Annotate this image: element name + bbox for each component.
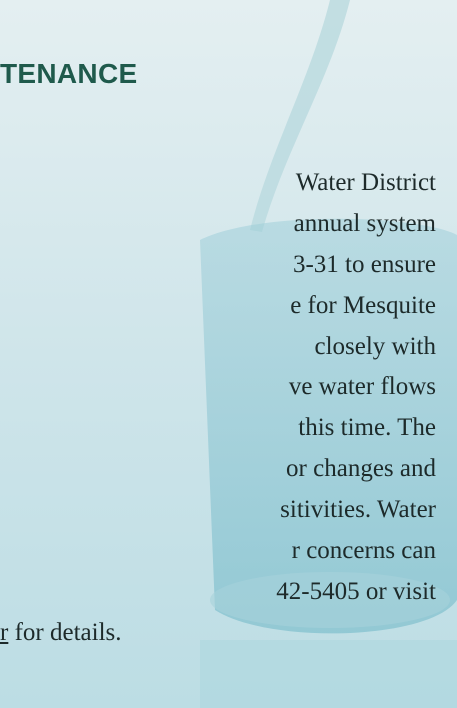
text-line: 42-5405 or visit xyxy=(0,572,436,613)
text-line: r for details. xyxy=(0,613,436,654)
text: for details. xyxy=(8,619,121,646)
text-line: ve water flows xyxy=(0,367,436,408)
text-line: this time. The xyxy=(0,408,436,449)
text-line: e for Mesquite xyxy=(0,286,436,327)
text-line: Water District xyxy=(0,163,436,204)
heading: TENANCE xyxy=(0,58,137,90)
text-line: closely with xyxy=(0,327,436,368)
page: TENANCE Water Districtannual system3-31 … xyxy=(0,0,457,708)
text-line: or changes and xyxy=(0,449,436,490)
text-line: r concerns can xyxy=(0,531,436,572)
text-line: annual system xyxy=(0,204,436,245)
text-line: sitivities. Water xyxy=(0,490,436,531)
text-line: 3-31 to ensure xyxy=(0,245,436,286)
